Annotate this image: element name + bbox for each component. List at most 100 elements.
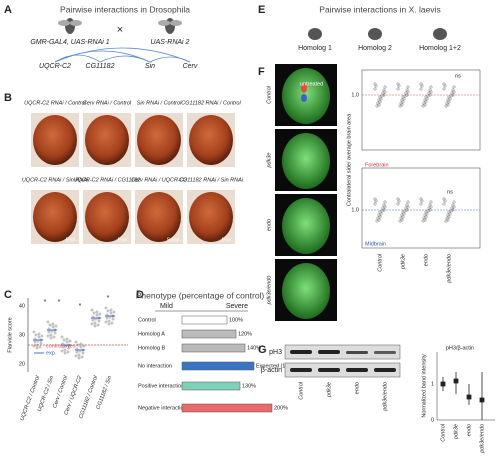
eye xyxy=(189,192,233,242)
blot xyxy=(284,344,401,360)
scale-label: Severe xyxy=(226,303,248,310)
dot xyxy=(423,218,427,222)
homolog-label: Homolog 1+2 xyxy=(419,45,461,52)
tadpole xyxy=(282,263,330,319)
row-label: Positive interaction xyxy=(138,383,184,389)
dot xyxy=(97,319,101,323)
tadpole xyxy=(282,198,330,254)
dot xyxy=(107,322,111,326)
dot xyxy=(451,93,455,97)
gene: Cerv xyxy=(183,63,198,70)
dot xyxy=(400,103,404,107)
eye xyxy=(85,192,129,242)
effect-label: Enh. xyxy=(118,237,130,243)
dot xyxy=(63,351,67,355)
dot xyxy=(34,333,38,337)
dot xyxy=(109,308,113,312)
dot xyxy=(95,310,99,314)
eye xyxy=(33,192,77,242)
dot xyxy=(93,324,97,328)
dot xyxy=(79,342,83,346)
panel-title: Pairwise interactions in X. laevis xyxy=(319,4,440,14)
x-tick-label: Control xyxy=(377,253,383,272)
row-label: pdk3e xyxy=(266,153,272,169)
dot xyxy=(68,339,72,343)
row-value: 200% xyxy=(274,405,288,411)
scatter-dots xyxy=(32,306,116,360)
genotype-label: UQCR-C2 RNAi / Control xyxy=(24,100,87,106)
dot xyxy=(400,218,404,222)
dot xyxy=(77,353,81,357)
x-tick-label: Control xyxy=(440,423,446,442)
dot xyxy=(452,90,456,94)
dot xyxy=(65,340,69,344)
y-tick-label: 1 xyxy=(431,381,434,387)
dot xyxy=(105,316,109,320)
dot xyxy=(104,306,108,310)
dot xyxy=(61,345,65,349)
eye xyxy=(137,115,181,165)
dot xyxy=(382,208,386,212)
row-label: Control xyxy=(138,317,156,323)
bar xyxy=(181,381,241,391)
dot xyxy=(66,350,70,354)
dot xyxy=(429,205,433,209)
row-value: 120% xyxy=(238,331,252,337)
dot xyxy=(92,311,96,315)
dot xyxy=(429,90,433,94)
dot xyxy=(39,341,43,345)
significance: ns xyxy=(455,73,461,79)
band-label: pH3 xyxy=(269,349,282,356)
dot xyxy=(82,344,86,348)
dot xyxy=(51,325,55,329)
dot xyxy=(32,330,36,334)
dot xyxy=(77,356,81,360)
dot xyxy=(80,355,84,359)
dot xyxy=(446,218,450,222)
dot xyxy=(90,308,94,312)
plot-marks xyxy=(440,372,485,420)
image-label: untreated xyxy=(300,81,323,87)
dot xyxy=(46,334,50,338)
y-axis-label: Contralateral side/ average brain area xyxy=(346,113,352,206)
row-value: 140% xyxy=(247,345,261,351)
dot xyxy=(52,335,56,339)
dot xyxy=(51,322,55,326)
y-tick-label: 0 xyxy=(431,417,434,423)
dot xyxy=(429,85,433,89)
row-label: Homolog A xyxy=(138,331,165,337)
eye xyxy=(85,115,129,165)
dot xyxy=(373,87,377,91)
dot xyxy=(378,100,382,104)
x-tick-label: endo xyxy=(354,382,360,394)
dot xyxy=(374,84,378,88)
interaction-arcs xyxy=(54,47,191,63)
panel-label: D xyxy=(136,289,144,301)
effect-label: Enh. xyxy=(222,237,234,243)
dot xyxy=(67,346,71,350)
dot xyxy=(447,215,451,219)
region-label: Midbrain xyxy=(365,241,386,247)
x-tick-label: pdk3e xyxy=(453,424,459,440)
panel-label: E xyxy=(258,4,265,16)
homolog-label: Homolog 1 xyxy=(298,45,332,52)
bar xyxy=(181,315,228,325)
bar xyxy=(181,361,255,371)
significance: * xyxy=(79,303,82,310)
dot xyxy=(425,212,429,216)
dot xyxy=(60,349,64,353)
dot xyxy=(111,317,115,321)
dot xyxy=(90,322,94,326)
y-tick-label: 40 xyxy=(19,303,25,309)
dot xyxy=(442,87,446,91)
genotype-label: UQCR-C2 RNAi / CG11182 xyxy=(74,177,141,183)
effect-label: Supp. xyxy=(167,237,182,243)
eye xyxy=(137,192,181,242)
dot xyxy=(107,319,111,323)
panel-label: G xyxy=(258,344,267,356)
dot xyxy=(32,344,36,348)
y-tick-label: 1.0 xyxy=(351,207,359,213)
dot xyxy=(49,336,53,340)
dot xyxy=(379,212,383,216)
